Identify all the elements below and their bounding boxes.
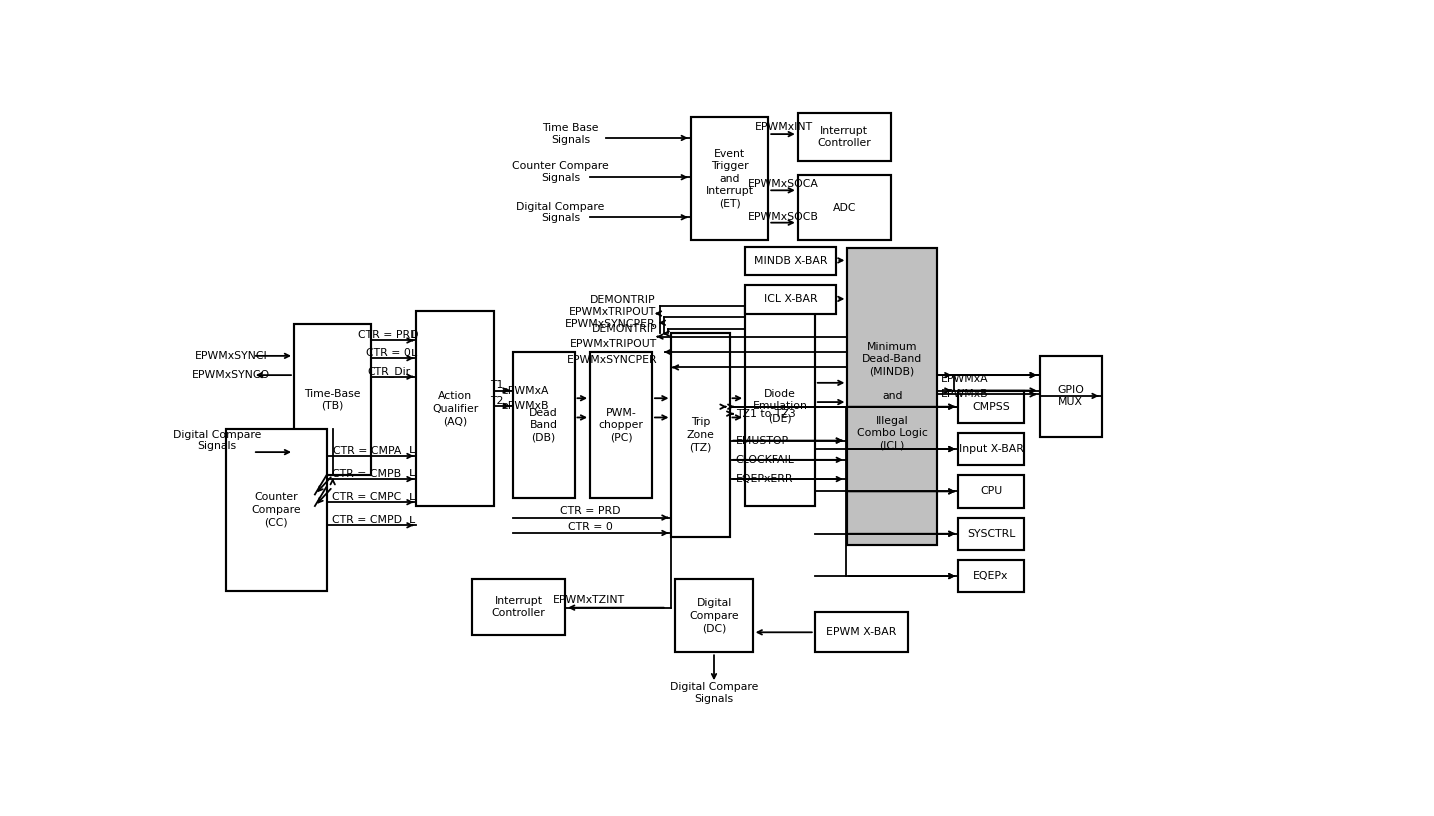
Text: TZ1 to TZ3: TZ1 to TZ3: [736, 409, 796, 419]
Bar: [958, 560, 1024, 592]
Text: DEMONTRIP: DEMONTRIP: [591, 295, 655, 305]
Text: EPWMxSOCA: EPWMxSOCA: [747, 180, 819, 189]
Text: ePWMxA: ePWMxA: [502, 385, 549, 396]
Text: ʟ: ʟ: [409, 443, 414, 456]
Text: ʟ: ʟ: [409, 512, 414, 526]
Text: Input X-BAR: Input X-BAR: [958, 444, 1024, 454]
Bar: [847, 248, 938, 544]
Bar: [958, 475, 1024, 508]
Text: CTR = CMPA: CTR = CMPA: [333, 446, 402, 455]
Text: EPWMxTRIPOUT: EPWMxTRIPOUT: [569, 307, 655, 317]
Text: EPWMxTRIPOUT: EPWMxTRIPOUT: [571, 339, 657, 349]
Text: Time-Base
(TB): Time-Base (TB): [304, 388, 361, 411]
Text: SYSCTRL: SYSCTRL: [967, 529, 1015, 539]
Bar: [1040, 356, 1101, 437]
Text: EQEPxERR: EQEPxERR: [736, 474, 793, 484]
Text: T2: T2: [490, 396, 503, 406]
Text: EPWMxB: EPWMxB: [941, 389, 988, 399]
Text: PWM-
chopper
(PC): PWM- chopper (PC): [598, 408, 644, 442]
Bar: [797, 175, 891, 241]
Text: Digital
Compare
(DC): Digital Compare (DC): [690, 598, 739, 633]
Text: CPU: CPU: [979, 486, 1002, 496]
Bar: [691, 118, 769, 241]
Bar: [472, 579, 565, 636]
Text: CTR = 0: CTR = 0: [568, 521, 612, 532]
Text: EPWMxA: EPWMxA: [941, 374, 988, 384]
Text: EPWMxSYNCO: EPWMxSYNCO: [192, 370, 270, 380]
Bar: [589, 352, 652, 499]
Text: Interrupt
Controller: Interrupt Controller: [492, 596, 545, 619]
Bar: [294, 324, 371, 475]
Bar: [225, 429, 327, 591]
Text: ʟ: ʟ: [412, 328, 417, 341]
Text: EPWMxSYNCPER: EPWMxSYNCPER: [565, 318, 655, 329]
Text: ʟ: ʟ: [409, 490, 414, 503]
Text: Digital Compare
Signals: Digital Compare Signals: [670, 682, 759, 704]
Bar: [671, 333, 730, 537]
Text: EPWMxSYNCPER: EPWMxSYNCPER: [566, 355, 657, 365]
Bar: [746, 246, 836, 275]
Text: CTR = CMPD: CTR = CMPD: [331, 515, 402, 525]
Text: ADC: ADC: [833, 202, 856, 213]
Text: CTR_Dir: CTR_Dir: [367, 366, 410, 377]
Text: Event
Trigger
and
Interrupt
(ET): Event Trigger and Interrupt (ET): [706, 149, 753, 209]
Text: Digital Compare
Signals: Digital Compare Signals: [516, 202, 605, 224]
Text: Trip
Zone
(TZ): Trip Zone (TZ): [687, 418, 714, 452]
Text: CTR = CMPC: CTR = CMPC: [333, 492, 402, 502]
Text: CTR = CMPB: CTR = CMPB: [333, 468, 402, 479]
Text: EPWM X-BAR: EPWM X-BAR: [826, 628, 896, 637]
Text: GPIO
MUX: GPIO MUX: [1057, 385, 1084, 407]
Bar: [958, 391, 1024, 423]
Bar: [675, 579, 753, 652]
Text: CTR = PRD: CTR = PRD: [358, 330, 419, 340]
Text: Minimum
Dead-Band
(MINDB)

and

Illegal
Combo Logic
(ICL): Minimum Dead-Band (MINDB) and Illegal Co…: [856, 342, 928, 451]
Bar: [958, 432, 1024, 465]
Text: Counter Compare
Signals: Counter Compare Signals: [512, 161, 609, 183]
Bar: [746, 285, 836, 313]
Text: EQEPx: EQEPx: [974, 571, 1008, 581]
Bar: [958, 517, 1024, 550]
Text: ʟ: ʟ: [409, 467, 414, 480]
Text: Time Base
Signals: Time Base Signals: [542, 123, 599, 145]
Text: ICL X-BAR: ICL X-BAR: [764, 295, 817, 304]
Text: CTR = 0: CTR = 0: [366, 348, 412, 357]
Text: DEMONTRIP: DEMONTRIP: [592, 324, 657, 334]
Text: ePWMxB: ePWMxB: [502, 401, 549, 411]
Text: EPWMxINT: EPWMxINT: [754, 122, 813, 132]
Text: EPWMxTZINT: EPWMxTZINT: [554, 595, 625, 605]
Text: Dead
Band
(DB): Dead Band (DB): [529, 408, 558, 442]
Text: ʟ: ʟ: [412, 345, 417, 358]
Text: MINDB X-BAR: MINDB X-BAR: [754, 255, 827, 266]
Text: EMUSTOP: EMUSTOP: [736, 436, 789, 446]
Text: Action
Qualifier
(AQ): Action Qualifier (AQ): [432, 391, 479, 426]
Bar: [512, 352, 575, 499]
Text: Interrupt
Controller: Interrupt Controller: [817, 126, 870, 149]
Text: CMPSS: CMPSS: [972, 401, 1010, 412]
Text: Diode
Emulation
(DE): Diode Emulation (DE): [753, 388, 807, 424]
Text: T1: T1: [490, 380, 503, 390]
Bar: [416, 311, 493, 506]
Bar: [797, 113, 891, 161]
Bar: [746, 306, 815, 506]
Text: CLOCKFAIL: CLOCKFAIL: [736, 455, 794, 465]
Bar: [815, 612, 908, 652]
Text: EPWMxSYNCI: EPWMxSYNCI: [195, 351, 268, 361]
Text: EPWMxSOCB: EPWMxSOCB: [747, 211, 819, 221]
Text: CTR = PRD: CTR = PRD: [559, 507, 621, 517]
Text: Counter
Compare
(CC): Counter Compare (CC): [251, 493, 301, 527]
Text: Digital Compare
Signals: Digital Compare Signals: [174, 430, 261, 451]
